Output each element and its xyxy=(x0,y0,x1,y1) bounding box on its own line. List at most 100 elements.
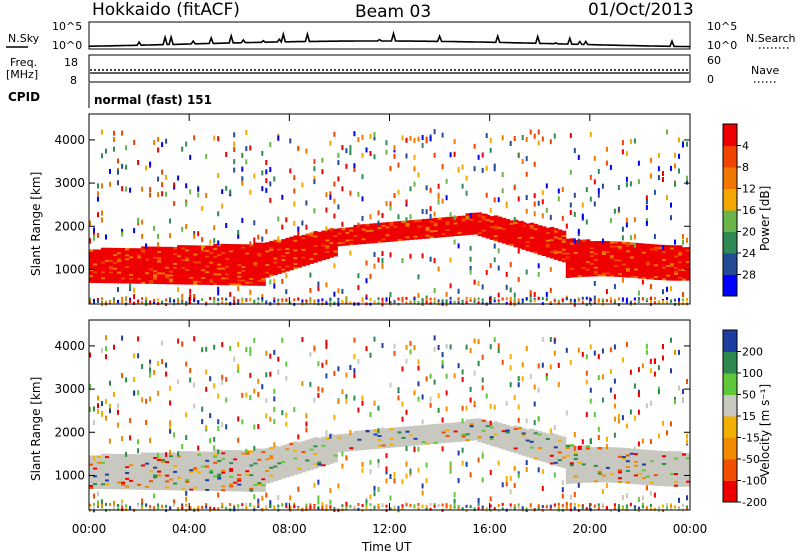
power-cell xyxy=(365,223,370,227)
power-cell xyxy=(477,231,483,235)
velocity-cell xyxy=(309,442,314,445)
power-cell xyxy=(117,257,122,261)
power-cell xyxy=(321,240,326,243)
power-cell xyxy=(393,225,398,228)
power-cell xyxy=(201,276,206,279)
velocity-cell xyxy=(281,458,286,462)
velocity-cell xyxy=(161,472,166,475)
power-cell xyxy=(217,261,222,264)
velocity-cell xyxy=(313,460,318,463)
velocity-cell xyxy=(217,453,222,457)
velocity-cell xyxy=(281,456,286,460)
velocity-cell xyxy=(165,470,170,473)
velocity-cell xyxy=(153,474,158,477)
power-cell xyxy=(333,230,338,234)
power-cell xyxy=(545,245,551,248)
velocity-cell xyxy=(281,476,286,479)
power-cell xyxy=(670,247,675,250)
power-cell xyxy=(241,271,246,274)
velocity-cell xyxy=(245,448,248,454)
power-cell xyxy=(533,161,536,167)
velocity-cell xyxy=(161,474,166,477)
power-cell xyxy=(481,301,484,305)
velocity-cell xyxy=(145,468,150,471)
power-cell xyxy=(217,298,220,302)
power-cell xyxy=(389,237,394,240)
power-cell xyxy=(674,272,679,275)
power-cell xyxy=(489,138,492,143)
power-cell xyxy=(149,271,154,275)
velocity-cell xyxy=(169,400,172,406)
power-cell xyxy=(241,263,246,267)
velocity-cell xyxy=(169,485,174,489)
power-cell xyxy=(381,260,384,266)
power-cell xyxy=(241,265,246,268)
power-cell xyxy=(285,255,290,258)
velocity-cell xyxy=(233,452,238,455)
velocity-cell xyxy=(101,478,106,482)
power-cell xyxy=(413,233,418,236)
beam-title: Beam 03 xyxy=(355,2,431,22)
power-cell xyxy=(149,300,152,304)
velocity-cell xyxy=(133,390,136,396)
power-cell xyxy=(137,275,142,278)
power-cell xyxy=(509,226,515,229)
power-cell xyxy=(313,159,316,165)
power-cell xyxy=(593,260,599,263)
power-cell xyxy=(249,252,254,255)
power-cell xyxy=(221,261,226,264)
power-cell xyxy=(481,231,487,234)
power-cell xyxy=(682,274,687,277)
power-cell xyxy=(213,282,218,285)
power-cell xyxy=(317,245,322,248)
power-cell xyxy=(109,181,111,187)
power-cell xyxy=(493,238,499,242)
power-cell xyxy=(249,248,254,251)
velocity-cell xyxy=(129,471,134,474)
power-cell xyxy=(662,254,667,257)
power-cell xyxy=(341,221,344,227)
power-cell xyxy=(269,197,272,203)
power-cell xyxy=(101,257,106,260)
velocity-cell xyxy=(129,475,134,478)
velocity-cell xyxy=(149,483,154,487)
power-cell xyxy=(493,197,496,203)
power-cell xyxy=(193,264,198,268)
power-cell xyxy=(265,246,270,249)
power-cell xyxy=(561,230,567,234)
power-cell xyxy=(157,147,160,153)
power-cell xyxy=(529,244,535,247)
power-cell xyxy=(281,299,284,303)
velocity-cell xyxy=(217,473,222,476)
velocity-cell xyxy=(89,461,94,464)
power-cell xyxy=(674,278,679,281)
power-cell xyxy=(345,297,348,301)
velocity-cell xyxy=(309,351,312,357)
velocity-cell xyxy=(197,465,202,468)
power-cell xyxy=(641,297,644,301)
power-cell xyxy=(429,228,435,231)
power-cell xyxy=(593,155,596,161)
velocity-cell xyxy=(297,434,300,440)
power-cell xyxy=(433,225,439,229)
velocity-cell xyxy=(221,475,226,478)
power-cell xyxy=(373,263,376,269)
velocity-cell xyxy=(193,403,196,409)
power-cell xyxy=(201,251,206,254)
velocity-cell xyxy=(285,449,290,453)
power-cell xyxy=(113,257,118,260)
power-cell xyxy=(185,262,190,266)
power-cell xyxy=(657,300,660,304)
power-cell xyxy=(621,226,624,232)
power-cell xyxy=(629,250,635,253)
velocity-cell xyxy=(93,476,98,480)
power-cell xyxy=(609,274,615,277)
velocity-cell xyxy=(273,478,278,482)
power-cell xyxy=(577,247,583,250)
power-cell xyxy=(613,262,619,266)
power-cell xyxy=(629,269,635,273)
power-cell xyxy=(549,256,555,259)
power-cell xyxy=(133,275,138,278)
power-cell xyxy=(273,268,278,272)
power-cell xyxy=(449,230,455,233)
